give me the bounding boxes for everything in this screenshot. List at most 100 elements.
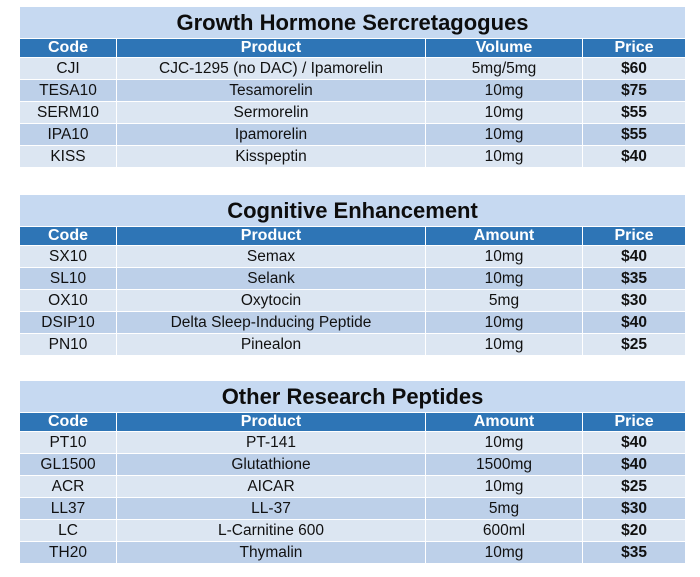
cell-volume: 10mg bbox=[425, 101, 583, 124]
price-table: Other Research Peptides Code Product Amo… bbox=[18, 380, 687, 564]
cell-price: $40 bbox=[581, 431, 687, 454]
cell-code: LC bbox=[19, 519, 117, 542]
cell-amount: 10mg bbox=[425, 333, 583, 356]
section-other-research-peptides: Other Research Peptides Code Product Amo… bbox=[18, 380, 687, 564]
cell-product: Ipamorelin bbox=[116, 123, 426, 146]
price-table: Growth Hormone Sercretagogues Code Produ… bbox=[18, 6, 687, 168]
cell-price: $30 bbox=[581, 289, 687, 312]
cell-price: $55 bbox=[581, 123, 687, 146]
cell-price: $40 bbox=[581, 453, 687, 476]
column-header-product: Product bbox=[116, 412, 426, 432]
cell-volume: 10mg bbox=[425, 79, 583, 102]
cell-product: Tesamorelin bbox=[116, 79, 426, 102]
cell-product: Sermorelin bbox=[116, 101, 426, 124]
column-header-code: Code bbox=[19, 412, 117, 432]
table-row: CJI CJC-1295 (no DAC) / Ipamorelin 5mg/5… bbox=[19, 57, 687, 80]
cell-code: TH20 bbox=[19, 541, 117, 564]
cell-price: $25 bbox=[581, 475, 687, 498]
cell-product: AICAR bbox=[116, 475, 426, 498]
cell-code: IPA10 bbox=[19, 123, 117, 146]
cell-product: L-Carnitine 600 bbox=[116, 519, 426, 542]
table-row: ACR AICAR 10mg $25 bbox=[19, 475, 687, 498]
cell-code: SL10 bbox=[19, 267, 117, 290]
cell-code: CJI bbox=[19, 57, 117, 80]
cell-price: $25 bbox=[581, 333, 687, 356]
cell-code: PT10 bbox=[19, 431, 117, 454]
column-header-price: Price bbox=[581, 412, 687, 432]
table-row: GL1500 Glutathione 1500mg $40 bbox=[19, 453, 687, 476]
column-header-product: Product bbox=[116, 226, 426, 246]
cell-amount: 10mg bbox=[425, 541, 583, 564]
cell-amount: 600ml bbox=[425, 519, 583, 542]
section-title: Growth Hormone Sercretagogues bbox=[18, 6, 687, 39]
table-row: SERM10 Sermorelin 10mg $55 bbox=[19, 101, 687, 124]
column-header-code: Code bbox=[19, 38, 117, 58]
cell-product: Oxytocin bbox=[116, 289, 426, 312]
cell-product: Delta Sleep-Inducing Peptide bbox=[116, 311, 426, 334]
table-row: KISS Kisspeptin 10mg $40 bbox=[19, 145, 687, 168]
table-row: SX10 Semax 10mg $40 bbox=[19, 245, 687, 268]
cell-volume: 5mg/5mg bbox=[425, 57, 583, 80]
column-header-product: Product bbox=[116, 38, 426, 58]
section-title: Cognitive Enhancement bbox=[18, 194, 687, 227]
cell-product: Glutathione bbox=[116, 453, 426, 476]
cell-product: Kisspeptin bbox=[116, 145, 426, 168]
cell-volume: 10mg bbox=[425, 123, 583, 146]
cell-product: CJC-1295 (no DAC) / Ipamorelin bbox=[116, 57, 426, 80]
cell-price: $40 bbox=[581, 245, 687, 268]
price-table: Cognitive Enhancement Code Product Amoun… bbox=[18, 194, 687, 356]
cell-price: $30 bbox=[581, 497, 687, 520]
cell-price: $20 bbox=[581, 519, 687, 542]
cell-code: KISS bbox=[19, 145, 117, 168]
cell-code: ACR bbox=[19, 475, 117, 498]
cell-amount: 10mg bbox=[425, 245, 583, 268]
cell-code: SERM10 bbox=[19, 101, 117, 124]
cell-price: $40 bbox=[581, 145, 687, 168]
cell-code: GL1500 bbox=[19, 453, 117, 476]
cell-amount: 5mg bbox=[425, 289, 583, 312]
cell-product: Pinealon bbox=[116, 333, 426, 356]
column-header-amount: Amount bbox=[425, 412, 583, 432]
cell-price: $40 bbox=[581, 311, 687, 334]
cell-product: PT-141 bbox=[116, 431, 426, 454]
column-header-price: Price bbox=[581, 38, 687, 58]
table-row: LL37 LL-37 5mg $30 bbox=[19, 497, 687, 520]
cell-price: $55 bbox=[581, 101, 687, 124]
section-title: Other Research Peptides bbox=[18, 380, 687, 413]
cell-amount: 10mg bbox=[425, 431, 583, 454]
cell-amount: 5mg bbox=[425, 497, 583, 520]
column-header-amount: Amount bbox=[425, 226, 583, 246]
cell-product: Thymalin bbox=[116, 541, 426, 564]
column-header-volume: Volume bbox=[425, 38, 583, 58]
table-row: OX10 Oxytocin 5mg $30 bbox=[19, 289, 687, 312]
cell-price: $35 bbox=[581, 267, 687, 290]
cell-code: OX10 bbox=[19, 289, 117, 312]
cell-price: $60 bbox=[581, 57, 687, 80]
section-cognitive-enhancement: Cognitive Enhancement Code Product Amoun… bbox=[18, 194, 687, 356]
table-row: IPA10 Ipamorelin 10mg $55 bbox=[19, 123, 687, 146]
table-row: PN10 Pinealon 10mg $25 bbox=[19, 333, 687, 356]
cell-code: SX10 bbox=[19, 245, 117, 268]
cell-product: Semax bbox=[116, 245, 426, 268]
cell-amount: 10mg bbox=[425, 267, 583, 290]
cell-code: TESA10 bbox=[19, 79, 117, 102]
cell-product: Selank bbox=[116, 267, 426, 290]
cell-price: $75 bbox=[581, 79, 687, 102]
table-row: DSIP10 Delta Sleep-Inducing Peptide 10mg… bbox=[19, 311, 687, 334]
section-growth-hormone: Growth Hormone Sercretagogues Code Produ… bbox=[18, 6, 687, 168]
column-header-price: Price bbox=[581, 226, 687, 246]
cell-price: $35 bbox=[581, 541, 687, 564]
cell-code: DSIP10 bbox=[19, 311, 117, 334]
cell-volume: 10mg bbox=[425, 145, 583, 168]
cell-code: PN10 bbox=[19, 333, 117, 356]
table-row: TH20 Thymalin 10mg $35 bbox=[19, 541, 687, 564]
table-row: PT10 PT-141 10mg $40 bbox=[19, 431, 687, 454]
cell-amount: 10mg bbox=[425, 311, 583, 334]
column-header-code: Code bbox=[19, 226, 117, 246]
cell-amount: 1500mg bbox=[425, 453, 583, 476]
table-row: SL10 Selank 10mg $35 bbox=[19, 267, 687, 290]
cell-code: LL37 bbox=[19, 497, 117, 520]
cell-amount: 10mg bbox=[425, 475, 583, 498]
table-row: LC L-Carnitine 600 600ml $20 bbox=[19, 519, 687, 542]
cell-product: LL-37 bbox=[116, 497, 426, 520]
